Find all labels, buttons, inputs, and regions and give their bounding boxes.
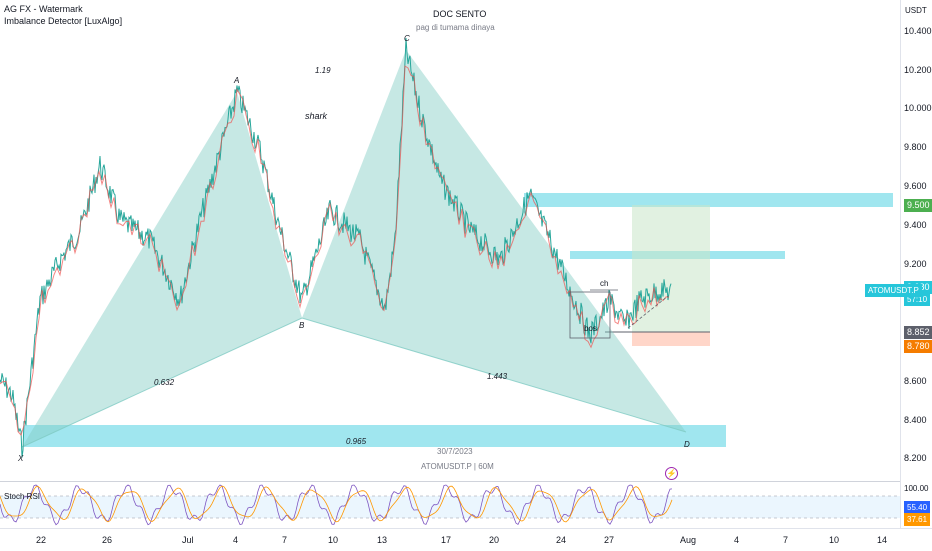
point-b-label: B <box>299 321 305 330</box>
currency-label[interactable]: USDT <box>905 6 927 15</box>
price-series <box>0 37 672 458</box>
stop-price-box: 8.780 <box>904 340 932 353</box>
pattern-xab <box>22 92 302 447</box>
time-tick: 27 <box>604 535 615 545</box>
time-axis[interactable]: 22 26 Jul 4 7 10 13 17 20 24 27 Aug 4 7 … <box>0 528 932 551</box>
point-d-label: D <box>684 440 690 449</box>
time-tick: 24 <box>556 535 567 545</box>
time-tick: 4 <box>734 535 740 545</box>
price-tick: 8.400 <box>904 415 927 425</box>
time-tick: 7 <box>282 535 288 545</box>
price-tick: 9.200 <box>904 259 927 269</box>
time-tick: 7 <box>783 535 789 545</box>
time-tick: 10 <box>829 535 840 545</box>
point-x-label: X <box>18 454 24 463</box>
price-tick: 10.000 <box>904 103 932 113</box>
main-chart-area[interactable]: AG FX - Watermark Imbalance Detector [Lu… <box>0 0 900 480</box>
ratio-xab: 0.632 <box>154 378 175 387</box>
price-chart-svg[interactable] <box>0 0 900 480</box>
time-tick: 20 <box>489 535 500 545</box>
time-tick: 14 <box>877 535 888 545</box>
ratio-xad: 0.965 <box>346 437 367 446</box>
price-tick: 8.600 <box>904 376 927 386</box>
time-tick: 4 <box>233 535 239 545</box>
rsi-k-box: 55.40 <box>904 501 931 514</box>
pattern-name: shark <box>305 111 328 121</box>
chart-subtitle: pag di tumama dinaya <box>416 23 495 32</box>
bos-box <box>569 291 611 339</box>
time-tick: 10 <box>328 535 339 545</box>
time-tick: 26 <box>102 535 113 545</box>
price-tick: 10.400 <box>904 26 932 36</box>
target-zone[interactable] <box>632 205 710 332</box>
stop-zone[interactable] <box>632 332 710 346</box>
chart-title: DOC SENTO <box>433 9 487 19</box>
time-tick: 22 <box>36 535 47 545</box>
indicator-title-1[interactable]: AG FX - Watermark <box>4 4 83 14</box>
price-tick: 10.200 <box>904 65 932 75</box>
rsi-upper-tick: 100.00 <box>904 484 929 493</box>
ratio-bcd: 1.443 <box>487 372 508 381</box>
time-tick: Jul <box>182 535 194 545</box>
symbol-watermark: ATOMUSDT.P | 60M <box>421 462 494 471</box>
ch-label: ch <box>600 279 609 288</box>
point-c-label: C <box>404 34 410 43</box>
time-tick: Aug <box>680 535 697 545</box>
price-tick: 9.600 <box>904 181 927 191</box>
ratio-abc: 1.19 <box>315 66 331 75</box>
stoch-rsi-svg <box>0 484 900 526</box>
price-series-down <box>0 65 670 436</box>
price-tick: 9.800 <box>904 142 927 152</box>
date-watermark: 30/7/2023 <box>437 447 473 456</box>
symbol-tag: ATOMUSDT.P <box>865 284 922 297</box>
entry-price-box: 8.852 <box>904 326 932 339</box>
bos-label: bos <box>584 324 597 333</box>
price-tick: 8.200 <box>904 453 927 463</box>
price-axis[interactable]: USDT 10.400 10.200 10.000 9.800 9.600 9.… <box>900 0 932 528</box>
rsi-d-box: 37.61 <box>904 513 931 526</box>
imbalance-zone-top <box>524 193 893 207</box>
imbalance-zone-bottom <box>24 425 726 447</box>
point-a-label: A <box>234 76 240 85</box>
time-tick: 17 <box>441 535 452 545</box>
stoch-rsi-pane[interactable]: Stoch RSI <box>0 481 900 529</box>
indicator-title-2[interactable]: Imbalance Detector [LuxAlgo] <box>4 16 123 26</box>
price-tick: 9.400 <box>904 220 927 230</box>
lightning-icon[interactable]: ⚡ <box>665 467 678 480</box>
time-tick: 13 <box>377 535 388 545</box>
target-price-box: 9.500 <box>904 199 932 212</box>
stoch-rsi-label[interactable]: Stoch RSI <box>4 492 41 501</box>
